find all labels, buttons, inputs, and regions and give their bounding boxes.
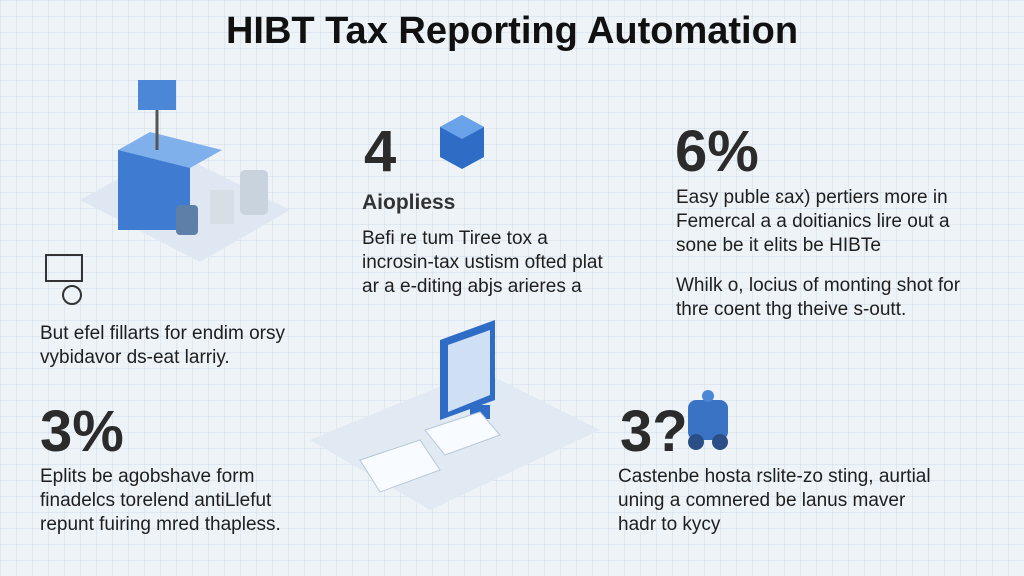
text-line: Femercal a a doitianics lire out a (676, 211, 950, 232)
text-line: Befi re tum Tiree tox a (362, 228, 548, 249)
text-line: hadr to kycy (618, 514, 721, 535)
text-line: repunt fuiring mred thapless. (40, 514, 281, 535)
stat: 6% (675, 119, 759, 184)
cube-icon (440, 115, 484, 169)
title: HIBT Tax Reporting Automation (225, 10, 799, 52)
text-line: Eplits be agobshave form (40, 466, 255, 487)
text-line: vybidavor ds-eat larriy. (40, 347, 230, 368)
text-line: finadelcs torelend antiLlefut (40, 490, 272, 511)
text-line: incrosin-tax ustism ofted plat (362, 252, 603, 273)
robot-icon (688, 390, 728, 450)
text-line: Whilk o, locius of monting shot for (676, 275, 961, 296)
stat: 3% (40, 399, 124, 464)
text-line: thre coent thg theive s-outt. (676, 299, 907, 320)
stat: 3? (620, 399, 688, 464)
document-icon (45, 254, 83, 305)
text-line: sone be it elits be HIBTe (676, 235, 881, 256)
heading: Aiopliess (362, 191, 456, 214)
monitor-illustration (310, 320, 600, 510)
text-line: uning a comnered be lanus maver (618, 490, 906, 511)
text-line: ar a e-diting abjs arieres a (362, 276, 582, 297)
text-line: But efel fillarts for endim orsy (40, 323, 285, 344)
server-illustration (80, 80, 290, 262)
stat: 4 (364, 119, 397, 184)
text-line: Castenbe hosta rslite-zo sting, aurtial (618, 466, 931, 487)
text-line: Easy puble ɛax) pertiers more in (676, 187, 948, 208)
